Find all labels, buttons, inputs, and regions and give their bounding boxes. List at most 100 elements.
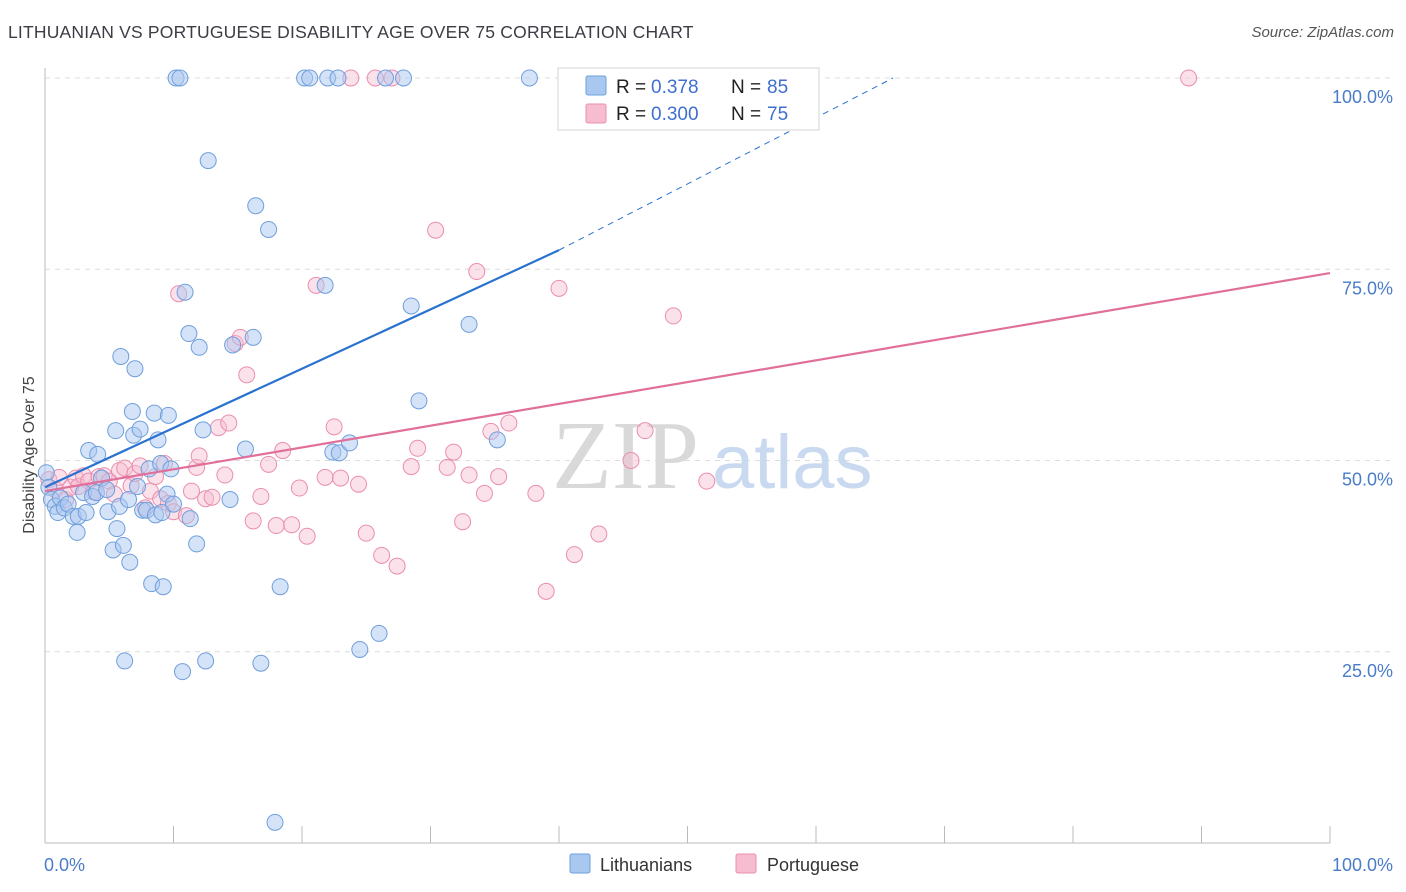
trend-line-lithuanians [44,249,560,489]
legend-box: R = 0.378 N = 85 R = 0.300 N = 75 [557,67,820,131]
data-point-lithuanians [131,420,149,438]
data-point-lithuanians [316,276,334,294]
data-point-portuguese [698,472,716,490]
trend-lines [44,77,1331,493]
data-point-lithuanians [377,69,395,87]
data-point-lithuanians [154,578,172,596]
data-point-portuguese [350,475,368,493]
bottom-legend-swatch-lithuanians [569,853,591,874]
data-point-lithuanians [107,422,125,440]
data-point-portuguese [460,466,478,484]
data-point-lithuanians [301,69,319,87]
data-point-lithuanians [116,652,134,670]
data-point-lithuanians [153,504,171,522]
x-tick-label: 100.0% [1332,855,1393,875]
data-point-portuguese [565,546,583,564]
legend-swatch-pink [585,103,607,124]
data-point-portuguese [550,279,568,297]
data-point-portuguese [537,582,555,600]
data-point-lithuanians [176,283,194,301]
data-point-lithuanians [460,315,478,333]
data-point-portuguese [357,524,375,542]
data-point-portuguese [220,414,238,432]
data-point-portuguese [244,512,262,530]
data-point-portuguese [490,468,508,486]
data-point-portuguese [388,557,406,575]
y-tick-label: 75.0% [1342,278,1393,298]
data-point-lithuanians [108,520,126,538]
data-point-portuguese [468,263,486,281]
data-point-lithuanians [197,652,215,670]
data-point-portuguese [267,517,285,535]
data-point-lithuanians [520,69,538,87]
data-point-lithuanians [68,523,86,541]
data-point-portuguese [190,447,208,465]
data-point-portuguese [316,468,334,486]
watermark-zip: ZIP [552,402,699,510]
legend-n-value-1: 85 [767,77,788,98]
bottom-legend-portuguese: Portuguese [767,855,859,875]
data-point-lithuanians [129,478,147,496]
series-portuguese [40,69,1198,600]
data-point-portuguese [216,466,234,484]
data-point-portuguese [332,469,350,487]
data-point-lithuanians [395,69,413,87]
bottom-legend-lithuanians: Lithuanians [600,855,692,875]
data-point-lithuanians [121,553,139,571]
trend-line-portuguese [44,271,1331,493]
data-point-lithuanians [244,328,262,346]
data-point-portuguese [445,443,463,461]
data-point-portuguese [427,221,445,239]
data-point-portuguese [402,458,420,476]
data-point-portuguese [438,458,456,476]
data-point-portuguese [664,307,682,325]
data-point-lithuanians [221,491,239,509]
legend-n-label-1: N = [731,77,761,98]
data-point-portuguese [622,452,640,469]
data-point-portuguese [527,484,545,502]
watermark: ZIP atlas [552,402,873,510]
data-point-portuguese [373,546,391,564]
data-point-portuguese [182,482,200,500]
data-point-portuguese [454,513,472,531]
x-tick-label: 0.0% [44,855,85,875]
y-tick-label: 100.0% [1332,87,1393,107]
data-point-portuguese [197,490,215,508]
data-point-portuguese [475,484,493,502]
legend-r-label-1: R = [616,77,646,98]
y-axis-label: Disability Age Over 75 [21,376,38,534]
data-point-portuguese [298,527,316,545]
watermark-atlas: atlas [712,420,873,505]
y-tick-label: 25.0% [1342,661,1393,681]
data-point-lithuanians [330,444,348,462]
data-point-lithuanians [37,464,55,482]
data-point-lithuanians [341,434,359,452]
data-point-portuguese [325,418,343,436]
data-point-lithuanians [165,495,182,513]
data-point-lithuanians [188,535,206,553]
trend-line-lithuanians-extension [558,77,894,251]
data-point-lithuanians [145,404,163,422]
data-point-portuguese [1180,69,1198,87]
data-point-lithuanians [410,392,428,410]
data-point-lithuanians [260,220,278,238]
data-point-lithuanians [329,69,347,87]
grid [45,77,1392,653]
data-point-portuguese [238,366,256,384]
source-label: Source: ZipAtlas.com [1251,24,1394,41]
data-point-lithuanians [194,421,212,439]
axes: 25.0% 50.0% 75.0% 100.0% 0.0% 100.0% [44,68,1393,875]
data-point-lithuanians [112,347,130,365]
data-point-lithuanians [370,624,388,642]
bottom-legend-swatch-portuguese [735,853,757,874]
data-point-portuguese [203,488,221,506]
legend-r-value-2: 0.300 [651,104,699,125]
legend-swatch-blue [585,75,607,96]
legend-n-value-2: 75 [767,104,788,125]
legend-n-label-2: N = [731,104,761,125]
data-point-portuguese [283,516,301,534]
data-point-portuguese [290,479,308,497]
data-point-portuguese [260,455,278,473]
data-point-lithuanians [199,152,217,170]
